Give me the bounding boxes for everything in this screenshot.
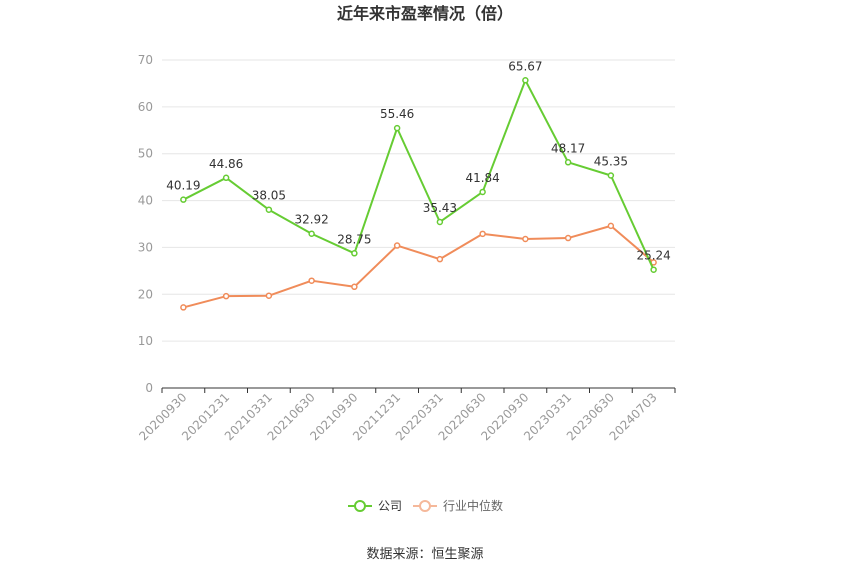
- data-label-company: 35.43: [423, 201, 457, 215]
- data-label-company: 44.86: [209, 157, 243, 171]
- data-labels: 40.19 44.86 38.05 32.92 28.75 55.46 35.43 41.84…: [166, 59, 671, 262]
- y-tick-label: 60: [138, 100, 153, 114]
- data-label-company: 45.35: [594, 155, 628, 169]
- point-industry-median: [607, 222, 615, 230]
- point-company: [222, 174, 230, 182]
- point-company: [564, 159, 572, 166]
- data-label-company: 25.24: [636, 249, 670, 263]
- point-industry-median: [265, 292, 273, 299]
- y-tick-label: 30: [138, 240, 153, 254]
- y-axis-ticks: 0 10 20 30 40 50 60 70: [138, 53, 153, 395]
- legend-industry-marker: [419, 500, 431, 512]
- data-label-company: 48.17: [551, 141, 585, 155]
- data-label-company: 28.75: [337, 232, 371, 246]
- point-industry-median: [522, 235, 529, 243]
- point-company: [180, 196, 187, 203]
- legend-item-company[interactable]: 公司: [348, 499, 402, 513]
- point-company: [522, 77, 529, 84]
- point-industry-median: [222, 292, 230, 300]
- point-company: [650, 266, 657, 273]
- point-company: [308, 230, 315, 237]
- data-label-company: 55.46: [380, 107, 414, 121]
- data-label-company: 41.84: [465, 171, 499, 185]
- point-industry-median: [393, 242, 401, 249]
- source-note: 数据来源：恒生聚源: [366, 547, 483, 562]
- y-tick-label: 10: [138, 334, 153, 348]
- x-axis-ticks: 2020093020201231202103312021063020210930…: [136, 388, 676, 443]
- legend-company-marker: [354, 500, 366, 512]
- series-line-company: [182, 79, 655, 271]
- point-company: [265, 206, 273, 213]
- legend-industry-label: 行业中位数: [443, 498, 503, 513]
- legend-item-industry-median[interactable]: 行业中位数: [413, 498, 503, 513]
- series-layer: [180, 77, 657, 311]
- point-company: [479, 188, 486, 196]
- point-industry-median: [180, 304, 187, 311]
- y-tick-label: 0: [145, 381, 153, 395]
- y-tick-label: 50: [138, 147, 153, 161]
- point-company: [393, 124, 401, 132]
- y-tick-label: 20: [138, 287, 153, 301]
- data-label-company: 40.19: [166, 179, 200, 193]
- point-company: [607, 172, 615, 179]
- point-industry-median: [351, 283, 358, 291]
- point-company: [436, 218, 444, 226]
- data-label-company: 38.05: [252, 189, 286, 203]
- series-line-industry-median: [183, 224, 655, 309]
- point-company: [351, 250, 358, 257]
- legend[interactable]: 公司 行业中位数: [348, 498, 503, 513]
- point-industry-median: [308, 277, 315, 284]
- point-industry-median: [436, 255, 444, 263]
- grid-lines: [162, 59, 675, 342]
- point-industry-median: [479, 230, 486, 238]
- y-tick-label: 70: [138, 53, 153, 67]
- data-label-company: 32.92: [294, 213, 328, 227]
- data-label-company: 65.67: [508, 59, 542, 73]
- chart-title: 近年来市盈率情况（倍）: [337, 4, 513, 23]
- point-industry-median: [564, 234, 572, 242]
- y-tick-label: 40: [138, 194, 153, 208]
- legend-company-label: 公司: [378, 499, 402, 513]
